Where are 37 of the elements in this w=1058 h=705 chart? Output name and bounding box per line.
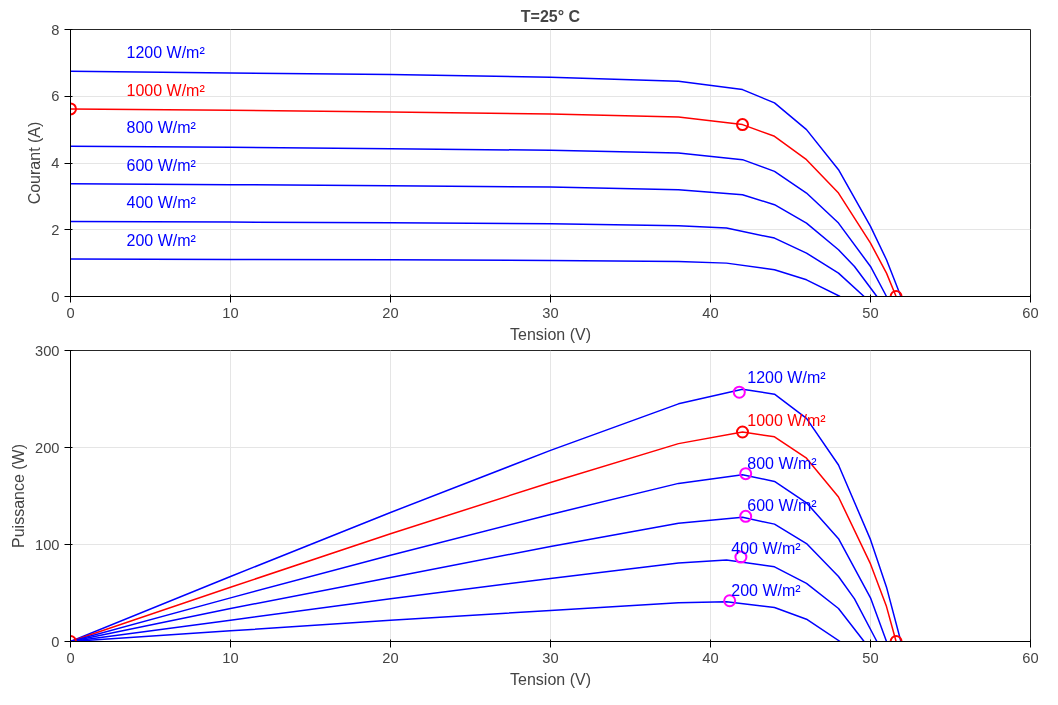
x-tick-label: 50 bbox=[862, 304, 879, 321]
x-tick-label: 30 bbox=[542, 649, 559, 666]
x-tick-label: 30 bbox=[542, 304, 559, 321]
y-tick-label: 4 bbox=[51, 155, 60, 171]
y-axis-title: Puissance (W) bbox=[10, 443, 28, 549]
chart-title: T=25° C bbox=[520, 7, 581, 25]
x-tick-label: 10 bbox=[222, 304, 239, 321]
series-label: 200 W/m² bbox=[731, 581, 802, 599]
x-axis-title: Tension (V) bbox=[510, 325, 591, 343]
y-tick-label: 2 bbox=[51, 221, 60, 238]
series-label: 400 W/m² bbox=[731, 540, 802, 558]
x-tick-label: 0 bbox=[66, 649, 75, 666]
x-tick-label: 40 bbox=[702, 304, 719, 321]
y-tick-label: 0 bbox=[51, 288, 60, 305]
series-label: 400 W/m² bbox=[126, 194, 197, 212]
series-label: 600 W/m² bbox=[126, 156, 197, 174]
series-label: 1200 W/m² bbox=[747, 369, 827, 387]
x-tick-label: 40 bbox=[702, 649, 719, 666]
x-tick-label: 50 bbox=[862, 649, 879, 666]
x-tick-label: 20 bbox=[382, 649, 399, 666]
x-tick-label: 0 bbox=[66, 304, 75, 321]
x-axis-title: Tension (V) bbox=[510, 670, 591, 688]
series-label: 800 W/m² bbox=[126, 119, 197, 137]
y-tick-label: 0 bbox=[51, 633, 60, 650]
y-tick-label: 200 bbox=[35, 439, 60, 456]
y-tick-label: 100 bbox=[35, 536, 60, 553]
x-tick-label: 60 bbox=[1022, 649, 1039, 666]
x-tick-label: 10 bbox=[222, 649, 239, 666]
series-label: 200 W/m² bbox=[126, 232, 197, 250]
y-axis-title: Courant (A) bbox=[26, 121, 44, 205]
y-tick-label: 8 bbox=[51, 21, 60, 38]
y-tick-label: 300 bbox=[35, 342, 60, 359]
series-label: 1000 W/m² bbox=[126, 81, 206, 99]
x-tick-label: 20 bbox=[382, 304, 399, 321]
x-tick-label: 60 bbox=[1022, 304, 1039, 321]
y-tick-label: 6 bbox=[51, 88, 60, 105]
series-label: 1200 W/m² bbox=[126, 44, 206, 62]
